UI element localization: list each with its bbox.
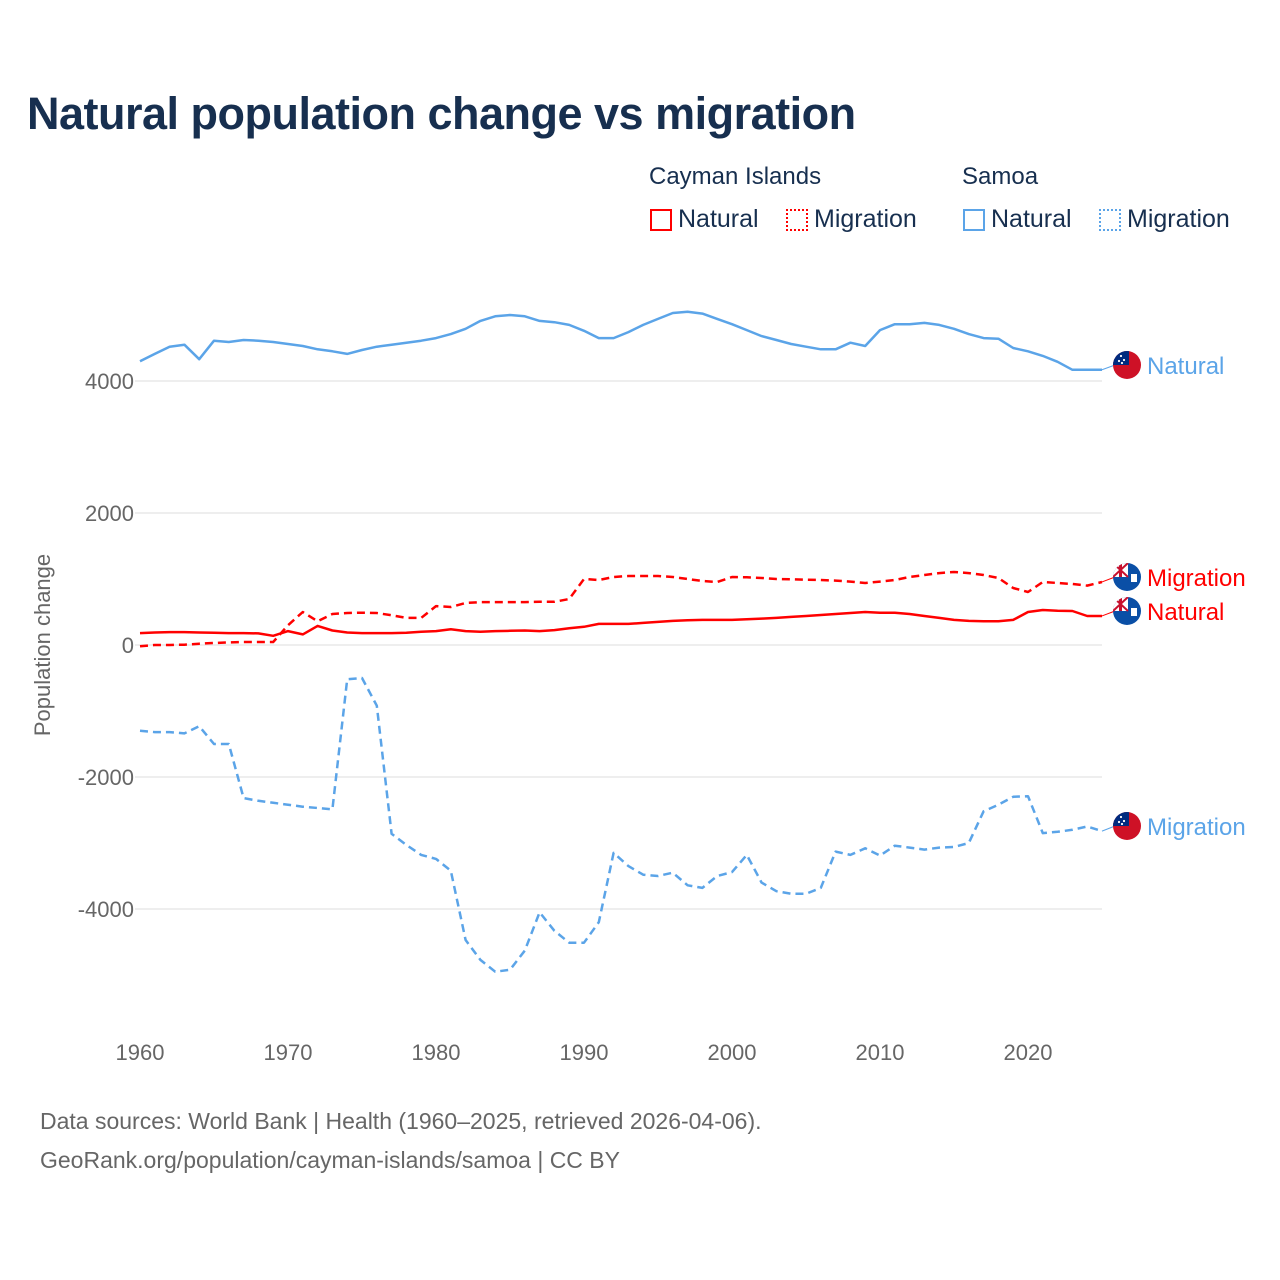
x-tick-label: 1990 [560, 1040, 609, 1065]
footer-attribution[interactable]: GeoRank.org/population/cayman-islands/sa… [40, 1147, 620, 1173]
series-line-samoa-natural[interactable] [139, 310, 1102, 372]
series-end-label: Natural [1147, 599, 1224, 626]
x-tick-label: 2010 [856, 1040, 905, 1065]
series-line-cayman-islands-natural[interactable] [139, 608, 1102, 638]
legend-label: Natural [991, 205, 1072, 233]
x-tick-label: 2000 [708, 1040, 757, 1065]
y-tick-label: 4000 [85, 369, 134, 394]
x-tick-label: 1980 [412, 1040, 461, 1065]
series-end-label: Migration [1147, 814, 1246, 841]
legend-group-samoa: Samoa [962, 163, 1039, 190]
series-end-label: Natural [1147, 353, 1224, 380]
legend-samoa-natural[interactable]: Natural [963, 205, 1072, 234]
label-connector [1101, 364, 1116, 371]
x-tick-label: 1960 [116, 1040, 165, 1065]
x-tick-label: 1970 [264, 1040, 313, 1065]
legend-swatch-dotted-blue [1099, 208, 1121, 231]
series-line-cayman-islands-migration[interactable] [139, 570, 1103, 648]
y-tick-label: -4000 [78, 897, 134, 922]
chart-title: Natural population change vs migration [27, 88, 856, 139]
series-line-samoa-migration[interactable] [139, 676, 1103, 973]
legend-swatch-solid-red [650, 208, 672, 231]
legend-cayman-migration[interactable]: Migration [786, 205, 917, 234]
cayman-islands-flag-icon [1113, 597, 1141, 625]
series-end-label: Migration [1147, 565, 1246, 592]
legend-samoa-migration[interactable]: Migration [1099, 205, 1230, 234]
x-tick-label: 2020 [1004, 1040, 1053, 1065]
samoa-flag-icon [1113, 812, 1141, 840]
legend-group-cayman: Cayman Islands [649, 163, 822, 190]
label-connector [1101, 825, 1116, 832]
legend-label: Natural [678, 205, 759, 233]
legend-swatch-dotted-red [786, 208, 808, 231]
y-tick-label: 0 [122, 633, 134, 658]
label-connector [1101, 576, 1116, 583]
label-connector [1101, 610, 1116, 617]
legend-swatch-solid-blue [963, 208, 985, 231]
legend-cayman-natural[interactable]: Natural [650, 205, 759, 234]
y-tick-label: 2000 [85, 501, 134, 526]
legend-label: Migration [814, 205, 917, 233]
cayman-islands-flag-icon [1113, 563, 1141, 591]
footer-sources: Data sources: World Bank | Health (1960–… [40, 1108, 762, 1134]
samoa-flag-icon [1113, 351, 1141, 379]
y-axis-label: Population change [30, 554, 55, 736]
legend-label: Migration [1127, 205, 1230, 233]
y-tick-label: -2000 [78, 765, 134, 790]
